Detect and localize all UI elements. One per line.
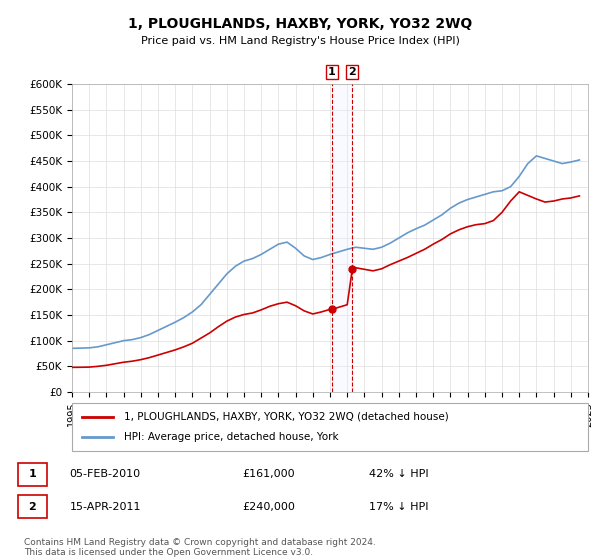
Text: 2: 2 [28, 502, 36, 512]
Text: 1, PLOUGHLANDS, HAXBY, YORK, YO32 2WQ (detached house): 1, PLOUGHLANDS, HAXBY, YORK, YO32 2WQ (d… [124, 412, 448, 422]
Text: 17% ↓ HPI: 17% ↓ HPI [369, 502, 428, 512]
Text: £240,000: £240,000 [242, 502, 295, 512]
FancyBboxPatch shape [18, 463, 47, 486]
Text: Contains HM Land Registry data © Crown copyright and database right 2024.
This d: Contains HM Land Registry data © Crown c… [24, 538, 376, 557]
Text: £161,000: £161,000 [242, 469, 295, 479]
Text: 05-FEB-2010: 05-FEB-2010 [70, 469, 141, 479]
Text: 1: 1 [28, 469, 36, 479]
Text: 1: 1 [328, 67, 335, 77]
Text: 42% ↓ HPI: 42% ↓ HPI [369, 469, 429, 479]
Text: 2: 2 [349, 67, 356, 77]
Text: Price paid vs. HM Land Registry's House Price Index (HPI): Price paid vs. HM Land Registry's House … [140, 36, 460, 46]
Text: 1, PLOUGHLANDS, HAXBY, YORK, YO32 2WQ: 1, PLOUGHLANDS, HAXBY, YORK, YO32 2WQ [128, 17, 472, 31]
Bar [332, 84, 352, 392]
FancyBboxPatch shape [72, 403, 588, 451]
Text: HPI: Average price, detached house, York: HPI: Average price, detached house, York [124, 432, 338, 442]
FancyBboxPatch shape [18, 495, 47, 518]
Text: 15-APR-2011: 15-APR-2011 [70, 502, 141, 512]
